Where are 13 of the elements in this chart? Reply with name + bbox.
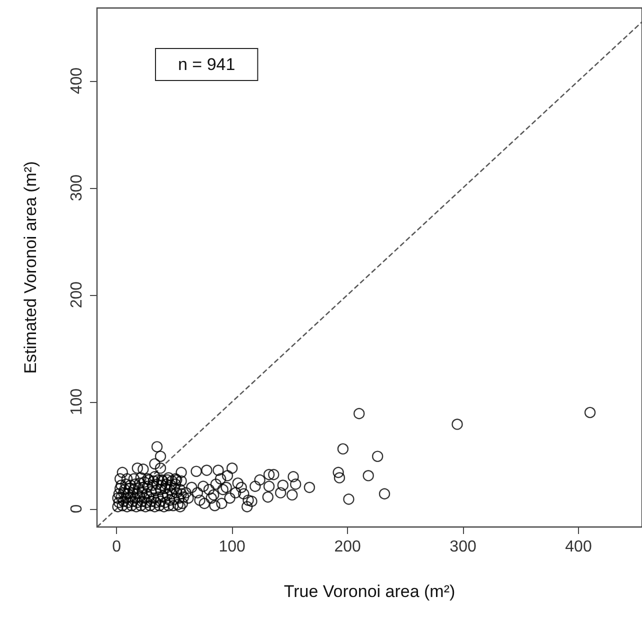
x-tick-label: 100: [218, 538, 246, 556]
y-tick-label: 200: [68, 281, 86, 308]
y-tick-label: 400: [68, 67, 86, 94]
x-tick-label: 200: [334, 538, 362, 556]
y-axis-title: Estimated Voronoi area (m²): [21, 161, 40, 374]
x-axis-title: True Voronoi area (m²): [284, 582, 456, 601]
y-tick-label: 0: [68, 504, 86, 514]
x-tick-label: 0: [112, 538, 122, 556]
x-tick-label: 400: [565, 538, 592, 556]
y-tick-label: 100: [68, 388, 86, 416]
y-tick-label: 300: [68, 174, 86, 202]
x-tick-label: 300: [450, 538, 476, 556]
annotation: n = 941: [178, 55, 236, 74]
